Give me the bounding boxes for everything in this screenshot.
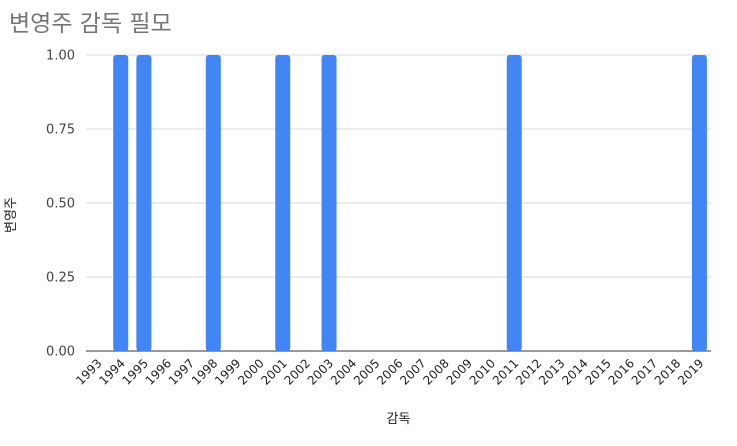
x-tick-label: 1997 — [166, 356, 197, 387]
x-tick-label: 2011 — [490, 356, 521, 387]
x-tick-label: 1998 — [189, 356, 220, 387]
bar-1998 — [205, 55, 221, 351]
x-tick-label: 2001 — [258, 356, 289, 387]
chart-title: 변영주 감독 필모 — [9, 11, 172, 37]
x-tick-label: 2010 — [467, 356, 498, 387]
x-tick-label: 2007 — [397, 356, 428, 387]
x-tick-label: 2018 — [652, 356, 683, 387]
bar-2003 — [321, 55, 337, 351]
bar-2011 — [506, 55, 522, 351]
x-tick-label: 2016 — [606, 356, 637, 387]
y-tick-label: 1.00 — [46, 49, 75, 64]
x-tick-label: 2014 — [559, 356, 590, 387]
x-tick-label: 1994 — [96, 356, 127, 387]
x-tick-label: 2005 — [351, 356, 382, 387]
x-tick-label: 2008 — [420, 356, 451, 387]
x-tick-label: 2000 — [235, 356, 266, 387]
x-tick-label: 2002 — [282, 356, 313, 387]
x-tick-label: 2009 — [444, 356, 475, 387]
x-tick-label: 2004 — [328, 356, 359, 387]
y-tick-label: 0.75 — [46, 123, 75, 138]
bars — [113, 55, 707, 351]
x-tick-label: 2003 — [305, 356, 336, 387]
x-tick-label: 2013 — [536, 356, 567, 387]
x-tick-label: 1995 — [119, 356, 150, 387]
y-axis-ticks: 0.00 0.25 0.50 0.75 1.00 — [46, 49, 75, 360]
x-axis-ticks: 1993199419951996199719981999200020012002… — [73, 356, 706, 387]
x-tick-label: 1996 — [143, 356, 174, 387]
x-tick-label: 2015 — [582, 356, 613, 387]
x-tick-label: 2019 — [675, 356, 706, 387]
x-tick-label: 2017 — [629, 356, 660, 387]
bar-1994 — [113, 55, 129, 351]
x-axis-title: 감독 — [387, 412, 411, 427]
y-axis-title: 변영주 — [4, 197, 19, 233]
bar-2001 — [275, 55, 291, 351]
gridlines — [86, 54, 711, 352]
y-tick-label: 0.00 — [46, 345, 75, 360]
bar-2019 — [691, 55, 707, 351]
y-tick-label: 0.25 — [46, 271, 75, 286]
x-tick-label: 1993 — [73, 356, 104, 387]
y-tick-label: 0.50 — [46, 197, 75, 212]
bar-1995 — [136, 55, 152, 351]
x-tick-label: 2012 — [513, 356, 544, 387]
x-tick-label: 1999 — [212, 356, 243, 387]
x-tick-label: 2006 — [374, 356, 405, 387]
